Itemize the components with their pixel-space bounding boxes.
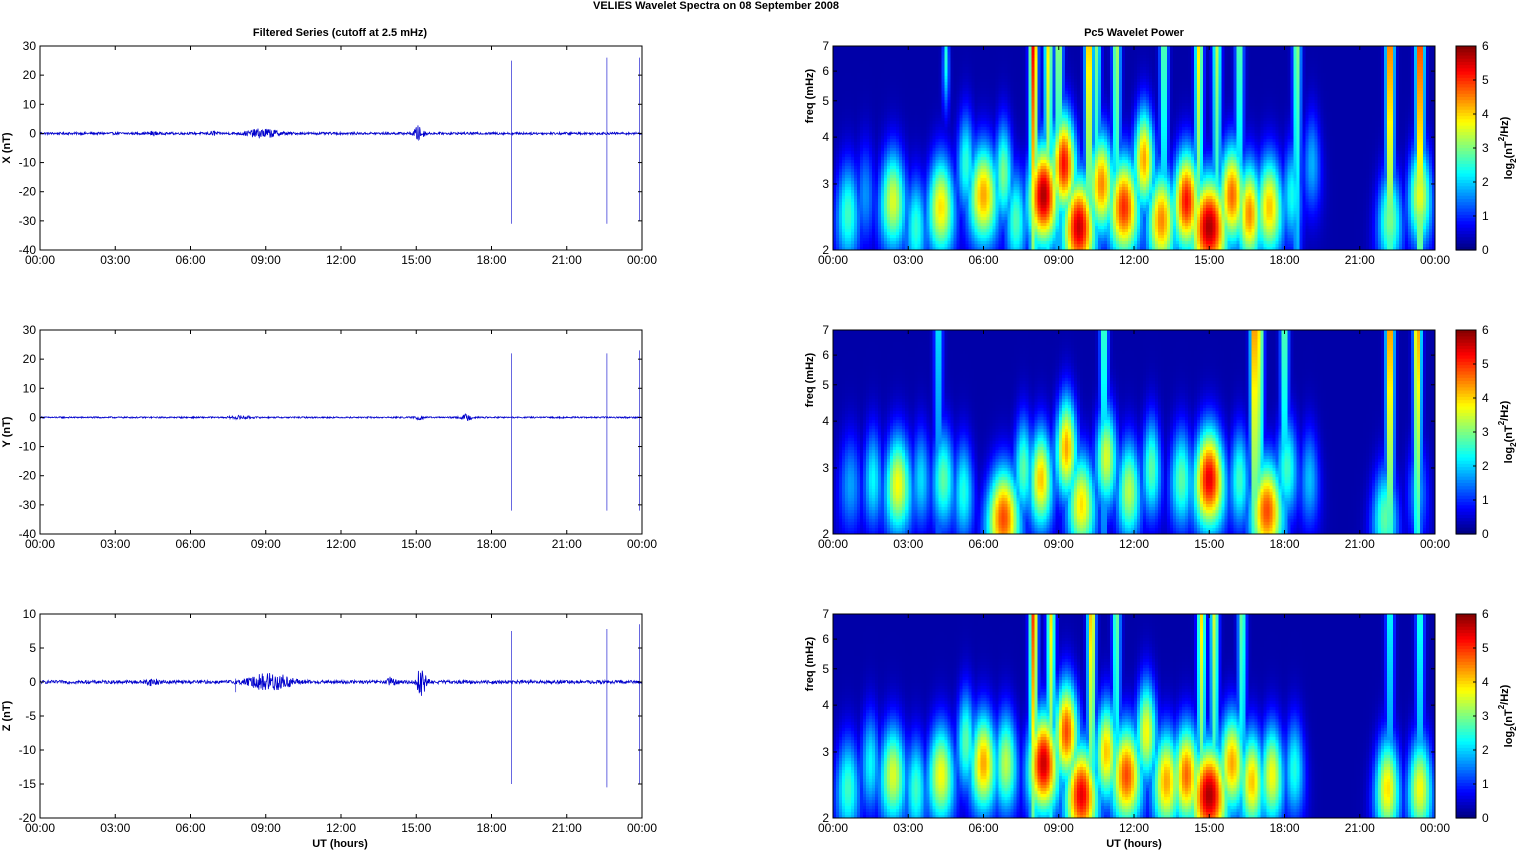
ts-xtick-label: 18:00 <box>476 537 506 551</box>
plot-area <box>40 46 642 250</box>
heatmap-cells <box>833 46 1436 251</box>
ytick-label: -10 <box>19 156 37 170</box>
ts-xtick-label: 15:00 <box>401 821 431 835</box>
ytick-label: 20 <box>23 68 37 82</box>
ytick-label: -10 <box>19 440 37 454</box>
ts-xtick-label: 03:00 <box>100 821 130 835</box>
ytick-label: 0 <box>29 675 36 689</box>
ts-xtick-label: 03:00 <box>100 537 130 551</box>
plot-area <box>40 330 642 534</box>
ts-xtick-label: 00:00 <box>627 821 657 835</box>
ts-xtick-label: 21:00 <box>552 821 582 835</box>
right-column-title: Pc5 Wavelet Power <box>1084 27 1185 39</box>
left-column-title: Filtered Series (cutoff at 2.5 mHz) <box>253 27 428 39</box>
x-axis-label-right: UT (hours) <box>1106 838 1162 850</box>
ytick-label: 30 <box>23 323 37 337</box>
ytick-label: -10 <box>19 743 37 757</box>
y-axis-label: X (nT) <box>1 132 13 163</box>
ts-xtick-label: 21:00 <box>552 537 582 551</box>
ytick-label: 10 <box>23 381 37 395</box>
ytick-label: -5 <box>25 709 36 723</box>
ts-xtick-label: 09:00 <box>251 821 281 835</box>
plot-area <box>40 614 642 818</box>
ts-xtick-label: 12:00 <box>326 537 356 551</box>
ts-xtick-label: 06:00 <box>175 537 205 551</box>
ts-xtick-label: 18:00 <box>476 821 506 835</box>
ts-xtick-label: 06:00 <box>175 253 205 267</box>
ts-xtick-label: 00:00 <box>25 253 55 267</box>
y-axis-label: Y (nT) <box>1 416 13 447</box>
ts-xtick-label: 06:00 <box>175 821 205 835</box>
ts-xtick-label: 00:00 <box>627 537 657 551</box>
ts-xtick-label: 15:00 <box>401 537 431 551</box>
ts-xtick-label: 00:00 <box>25 821 55 835</box>
ytick-label: -30 <box>19 214 37 228</box>
ts-xtick-label: 12:00 <box>326 821 356 835</box>
ytick-label: 5 <box>29 641 36 655</box>
ts-xtick-label: 09:00 <box>251 537 281 551</box>
ytick-label: 10 <box>23 607 37 621</box>
ytick-label: 10 <box>23 97 37 111</box>
ytick-label: -20 <box>19 185 37 199</box>
ytick-label: 0 <box>29 126 36 140</box>
ts-xtick-label: 18:00 <box>476 253 506 267</box>
ts-xtick-label: 21:00 <box>552 253 582 267</box>
ts-xtick-label: 00:00 <box>627 253 657 267</box>
ts-xtick-label: 00:00 <box>25 537 55 551</box>
ytick-label: 30 <box>23 39 37 53</box>
x-axis-label-left: UT (hours) <box>312 838 368 850</box>
ytick-label: -30 <box>19 498 37 512</box>
ts-xtick-label: 03:00 <box>100 253 130 267</box>
ytick-label: 0 <box>29 410 36 424</box>
ytick-label: -20 <box>19 469 37 483</box>
ts-xtick-label: 09:00 <box>251 253 281 267</box>
figure-title: VELIES Wavelet Spectra on 08 September 2… <box>593 0 839 12</box>
ytick-label: 20 <box>23 352 37 366</box>
ts-xtick-label: 15:00 <box>401 253 431 267</box>
ytick-label: -15 <box>19 777 37 791</box>
ts-xtick-label: 12:00 <box>326 253 356 267</box>
y-axis-label: Z (nT) <box>1 700 13 731</box>
